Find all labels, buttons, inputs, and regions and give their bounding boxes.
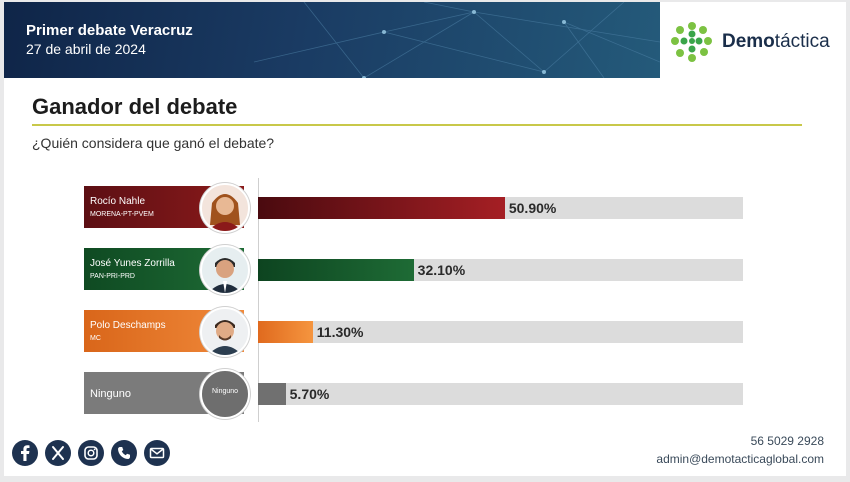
bar-deschamps (258, 321, 313, 343)
bar-nahle (258, 197, 505, 219)
candidate-avatar-yunes (200, 245, 250, 295)
survey-question: ¿Quién considera que ganó el debate? (32, 135, 275, 151)
instagram-icon[interactable] (78, 440, 104, 466)
bar-track-ninguno (258, 383, 743, 405)
phone-icon[interactable] (111, 440, 137, 466)
x-icon[interactable] (45, 440, 71, 466)
avatar-placeholder-ninguno: Ninguno (200, 369, 250, 419)
candidate-party: MC (90, 335, 101, 342)
chart-axis (258, 178, 259, 422)
mail-icon[interactable] (144, 440, 170, 466)
brand-name: Demotáctica (722, 31, 830, 52)
slide: Primer debate Veracruz 27 de abril de 20… (4, 2, 846, 476)
section-title: Ganador del debate (32, 94, 238, 119)
header-banner: Primer debate Veracruz 27 de abril de 20… (4, 2, 660, 78)
candidate-name: Ninguno (90, 388, 131, 400)
candidate-name: Rocío Nahle (90, 196, 146, 207)
candidate-party: MORENA-PT-PVEM (90, 211, 154, 218)
value-label-nahle: 50.90% (508, 200, 557, 216)
brand-mark-icon (671, 22, 712, 62)
value-label-deschamps: 11.30% (316, 324, 364, 340)
candidate-name: José Yunes Zorrilla (90, 258, 175, 269)
bar-track-nahle (258, 197, 743, 219)
candidate-party: PAN-PRI-PRD (90, 273, 135, 280)
network-pattern (253, 2, 660, 78)
candidate-name: Polo Deschamps (90, 320, 166, 331)
contact-phone[interactable]: 56 5029 2928 (750, 434, 824, 448)
header-title: Primer debate Veracruz (26, 22, 193, 39)
candidate-avatar-deschamps (200, 307, 250, 357)
header-date: 27 de abril de 2024 (26, 41, 146, 57)
candidate-avatar-nahle (200, 183, 250, 233)
bar-yunes (258, 259, 414, 281)
value-label-yunes: 32.10% (417, 262, 466, 278)
contact-email[interactable]: admin@demotacticaglobal.com (656, 452, 824, 466)
facebook-icon[interactable] (12, 440, 38, 466)
bar-track-deschamps (258, 321, 743, 343)
value-label-ninguno: 5.70% (289, 386, 330, 402)
avatar-placeholder-label: Ninguno (211, 388, 239, 395)
bar-ninguno (258, 383, 286, 405)
bar-track-yunes (258, 259, 743, 281)
title-divider (32, 124, 802, 126)
